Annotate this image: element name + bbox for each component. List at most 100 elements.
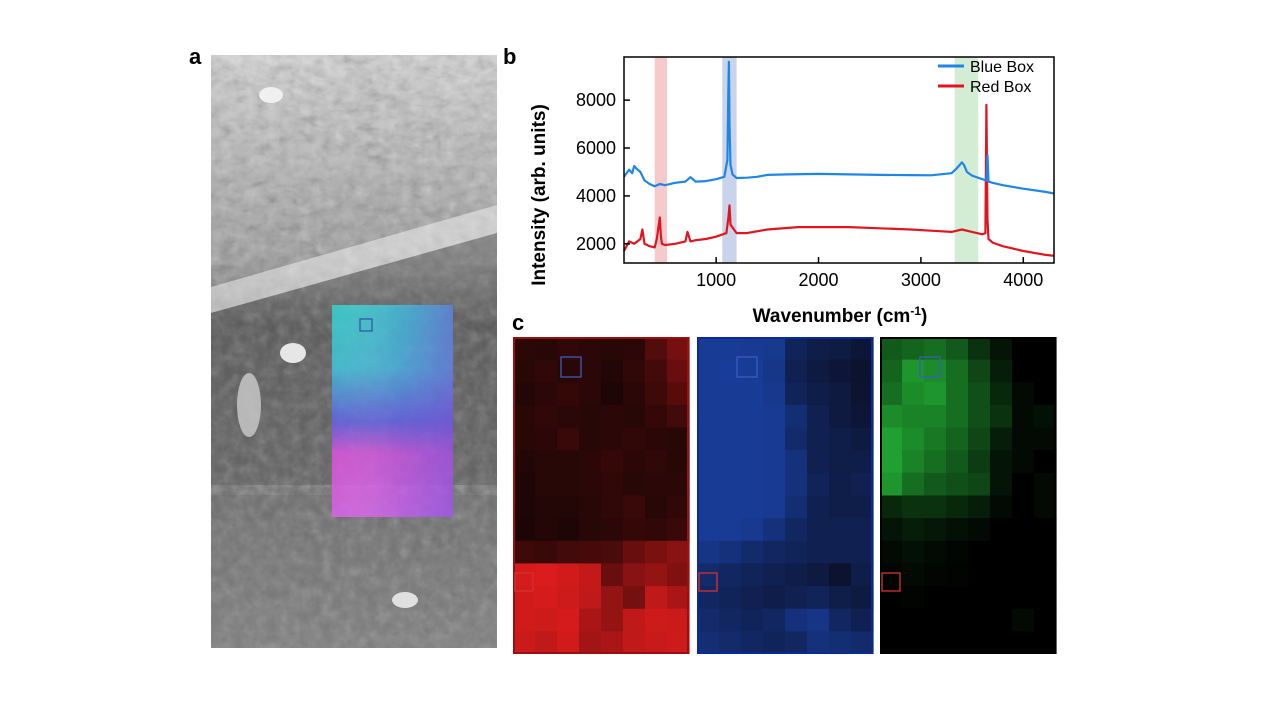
map-pixel	[785, 563, 808, 587]
map-pixel	[1012, 427, 1035, 451]
map-pixel	[719, 540, 742, 565]
map-pixel	[513, 540, 536, 565]
map-pixel	[557, 608, 580, 632]
map-border	[513, 337, 689, 654]
map-pixel	[741, 404, 764, 429]
map-pixel	[513, 608, 536, 632]
map-pixel	[968, 631, 991, 654]
x-tick-label: 3000	[901, 270, 941, 290]
map-pixel	[968, 359, 991, 383]
raman-overlay	[332, 305, 453, 517]
map-pixel	[990, 518, 1013, 542]
map-pixel	[645, 450, 668, 474]
map-pixel	[667, 337, 690, 361]
map-pixel	[535, 518, 558, 542]
map-pixel	[924, 450, 947, 474]
map-pixel	[557, 337, 580, 361]
blue-box-marker	[359, 318, 373, 332]
map-pixel	[968, 518, 991, 542]
map-pixel	[667, 450, 690, 474]
x-tick-label: 2000	[799, 270, 839, 290]
map-pixel	[1012, 337, 1035, 361]
map-pixel	[645, 472, 668, 497]
map-pixel	[1012, 518, 1035, 542]
map-pixel	[902, 608, 925, 632]
map-pixel	[946, 359, 969, 383]
map-pixel	[946, 472, 969, 497]
map-pixel	[924, 359, 947, 383]
map-pixel	[645, 427, 668, 451]
map-pixel	[1012, 495, 1035, 519]
map-pixel	[667, 427, 690, 451]
map-pixel	[513, 495, 536, 519]
map-pixel	[763, 337, 786, 361]
map-pixel	[1034, 382, 1057, 406]
map-pixel	[763, 450, 786, 474]
map-pixel	[601, 472, 624, 497]
map-pixel	[741, 540, 764, 565]
map-pixel	[535, 472, 558, 497]
map-pixel	[1012, 540, 1035, 565]
map-pixel	[902, 337, 925, 361]
map-pixel	[902, 382, 925, 406]
sem-particle-1	[280, 343, 306, 363]
map-pixel	[1012, 450, 1035, 474]
map-pixel	[645, 586, 668, 610]
map-pixel	[968, 472, 991, 497]
map-pixel	[513, 427, 536, 451]
map-pixel	[829, 404, 852, 429]
map-pixel	[741, 382, 764, 406]
map-pixel	[763, 359, 786, 383]
map-pixel	[851, 518, 874, 542]
map-pixel	[851, 495, 874, 519]
map-pixel	[579, 450, 602, 474]
map-pixel	[579, 472, 602, 497]
map-pixel	[579, 540, 602, 565]
map-pixel	[513, 382, 536, 406]
map-pixel	[880, 518, 903, 542]
raman-maps	[513, 337, 1057, 654]
map-pixel	[902, 563, 925, 587]
map-pixel	[880, 631, 903, 654]
map-pixel	[829, 631, 852, 654]
map-pixel	[697, 586, 720, 610]
map-pixel	[535, 359, 558, 383]
map-pixel	[601, 495, 624, 519]
map-pixel	[851, 382, 874, 406]
map-pixel	[623, 427, 646, 451]
map-pixel	[697, 495, 720, 519]
map-pixel	[829, 518, 852, 542]
map-pixel	[1034, 631, 1057, 654]
map-pixel	[880, 495, 903, 519]
map-pixel	[579, 631, 602, 654]
map-pixel	[741, 518, 764, 542]
sem-particle-2	[237, 373, 261, 437]
map-pixel	[579, 382, 602, 406]
map-pixel	[1034, 337, 1057, 361]
map-pixel	[968, 382, 991, 406]
highlight-band-pink	[654, 57, 667, 263]
map-pixel	[763, 382, 786, 406]
map-pixel	[785, 359, 808, 383]
map-pixel	[741, 427, 764, 451]
map-pixel	[601, 563, 624, 587]
red-box-marker	[881, 572, 901, 592]
map-pixel	[719, 427, 742, 451]
highlight-bands	[654, 57, 979, 263]
map-pixel	[968, 540, 991, 565]
map-pixel	[513, 404, 536, 429]
map-pixel	[851, 359, 874, 383]
map-pixel	[667, 540, 690, 565]
map-pixel	[763, 518, 786, 542]
map-pixel	[902, 495, 925, 519]
map-pixel	[785, 337, 808, 361]
y-tick-label: 6000	[576, 138, 616, 158]
map-pixel	[719, 586, 742, 610]
map-pixel	[719, 450, 742, 474]
map-pixel	[579, 518, 602, 542]
map-pixel	[807, 608, 830, 632]
map-pixel	[1034, 450, 1057, 474]
map-pixel	[1012, 382, 1035, 406]
map-pixel	[829, 450, 852, 474]
map-pixel	[829, 359, 852, 383]
